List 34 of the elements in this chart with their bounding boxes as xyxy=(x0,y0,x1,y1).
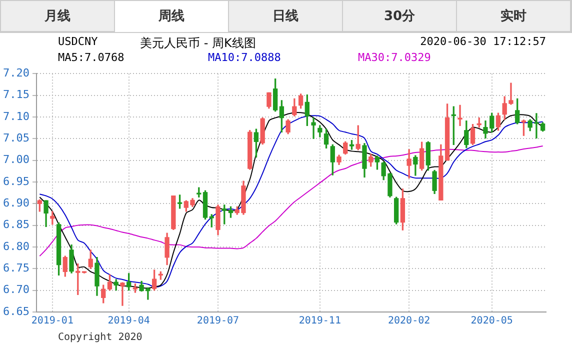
y-tick-label: 6.85 xyxy=(2,218,30,232)
y-tick-label: 6.90 xyxy=(2,196,30,210)
x-tick-label: 2019-11 xyxy=(298,316,341,327)
x-tick-label: 2019-04 xyxy=(108,316,150,327)
x-tick-label: 2019-01 xyxy=(31,316,74,327)
text: USDCNY xyxy=(58,35,98,48)
text: 30分 xyxy=(343,1,457,32)
text: 月线 xyxy=(1,1,115,32)
candlestick xyxy=(120,282,125,306)
candlestick xyxy=(458,104,462,126)
text: MA10:7.0888 xyxy=(208,51,281,64)
candlestick xyxy=(406,149,412,178)
text: MA30:7.0329 xyxy=(358,51,431,64)
text: 日线 xyxy=(229,1,343,32)
x-tick-label: 2020-02 xyxy=(388,316,430,327)
x-tick-label: 2020-05 xyxy=(470,316,513,327)
text: Copyright 2020 xyxy=(58,332,142,343)
text: 实时 xyxy=(457,1,571,32)
y-tick-label: 7.10 xyxy=(2,110,30,123)
candlestick xyxy=(311,117,316,139)
y-tick-label: 7.05 xyxy=(2,131,30,144)
y-tick-label: 7.00 xyxy=(2,153,30,166)
y-tick-label: 6.65 xyxy=(2,304,30,318)
text: MA5:7.0768 xyxy=(58,51,124,64)
x-tick-label: 2019-07 xyxy=(196,316,240,327)
y-tick-label: 6.70 xyxy=(2,283,30,296)
text: 周线 xyxy=(115,1,229,32)
y-tick-label: 6.95 xyxy=(2,174,30,188)
y-tick-label: 6.80 xyxy=(2,240,30,253)
text: 2020-06-30 17:12:57 xyxy=(420,35,546,48)
y-tick-label: 6.75 xyxy=(2,262,30,275)
chart-title: 美元人民币 - 周K线图 xyxy=(140,35,256,52)
y-tick-label: 7.15 xyxy=(2,88,30,102)
y-tick-label: 7.20 xyxy=(2,66,30,80)
